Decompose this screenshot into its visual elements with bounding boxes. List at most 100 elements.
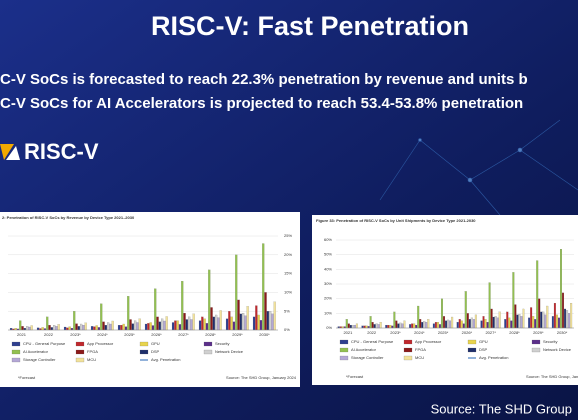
bar bbox=[425, 322, 428, 329]
bar bbox=[385, 324, 388, 329]
bar bbox=[185, 319, 188, 331]
bar bbox=[508, 317, 511, 329]
legend-swatch bbox=[11, 341, 21, 347]
bar bbox=[158, 321, 161, 331]
bar bbox=[23, 328, 26, 331]
bar bbox=[369, 316, 372, 329]
bar bbox=[445, 320, 448, 329]
legend-swatch bbox=[403, 339, 413, 345]
bar bbox=[468, 319, 471, 329]
charts: 2: Penetration of RISC-V SoCs by Revenue… bbox=[2, 215, 578, 380]
bar bbox=[557, 317, 560, 329]
bar bbox=[365, 325, 368, 329]
x-tick-label: 2025* bbox=[438, 330, 449, 335]
bar bbox=[536, 260, 539, 329]
bar bbox=[48, 325, 51, 331]
bar bbox=[492, 316, 495, 329]
legend-label: Storage Controller bbox=[23, 357, 56, 362]
bar bbox=[534, 319, 537, 329]
figure-source: Source: The SHD Group, January 2024 bbox=[226, 375, 297, 380]
bar bbox=[255, 305, 258, 331]
legend-swatch bbox=[467, 339, 477, 345]
bar bbox=[347, 323, 350, 329]
bar bbox=[77, 326, 80, 331]
legend-label: App Processor bbox=[415, 339, 442, 344]
bar bbox=[210, 307, 213, 331]
y-tick-label: 0% bbox=[284, 327, 290, 332]
bar bbox=[161, 318, 164, 331]
bar bbox=[417, 305, 420, 329]
bar bbox=[538, 298, 541, 329]
bar bbox=[80, 323, 83, 331]
legend-label: GPU bbox=[479, 339, 488, 344]
legend-swatch bbox=[339, 355, 349, 361]
bar bbox=[134, 320, 137, 331]
bar bbox=[163, 320, 166, 331]
bar bbox=[203, 318, 206, 331]
bar bbox=[190, 319, 193, 331]
bar bbox=[387, 324, 390, 329]
bar bbox=[208, 269, 211, 331]
bar bbox=[63, 326, 67, 331]
bar bbox=[544, 314, 547, 329]
bar bbox=[271, 313, 274, 331]
bar bbox=[553, 302, 556, 329]
bar bbox=[456, 322, 459, 329]
bar bbox=[228, 311, 231, 331]
x-tick-label: 2029* bbox=[533, 330, 544, 335]
bar bbox=[443, 316, 445, 329]
bar bbox=[30, 325, 33, 331]
bar bbox=[353, 324, 356, 329]
bar bbox=[68, 326, 71, 331]
bar bbox=[205, 323, 209, 331]
bar bbox=[562, 292, 564, 329]
bar bbox=[109, 323, 112, 331]
bar bbox=[389, 324, 392, 329]
legend-label: Security bbox=[215, 341, 229, 346]
x-tick-label: 2021 bbox=[17, 332, 27, 337]
legend-swatch bbox=[203, 341, 213, 347]
bar bbox=[423, 321, 426, 329]
bar bbox=[484, 319, 487, 329]
bar bbox=[131, 323, 134, 331]
bar bbox=[156, 316, 159, 331]
bar bbox=[564, 308, 567, 329]
bar bbox=[504, 319, 507, 329]
bar bbox=[510, 320, 513, 329]
bar bbox=[165, 316, 168, 331]
bar bbox=[520, 316, 523, 329]
x-tick-label: 2023* bbox=[70, 332, 81, 337]
bar bbox=[363, 325, 366, 329]
bullet: C-V SoCs for AI Accelerators is projecte… bbox=[0, 95, 523, 112]
bar bbox=[262, 243, 265, 331]
bar bbox=[242, 313, 245, 331]
legend-label: FPGA bbox=[415, 347, 426, 352]
bar bbox=[490, 308, 493, 329]
bar bbox=[568, 313, 571, 329]
bar bbox=[75, 323, 78, 331]
x-tick-label: 2030* bbox=[259, 332, 270, 337]
bar bbox=[355, 323, 358, 329]
legend-swatch bbox=[403, 347, 413, 353]
bar bbox=[215, 314, 218, 331]
bar bbox=[427, 319, 430, 329]
legend-label: Avg. Penetration bbox=[479, 355, 509, 360]
bar bbox=[518, 313, 521, 329]
bar bbox=[171, 322, 175, 331]
bar bbox=[55, 326, 58, 331]
bar bbox=[506, 311, 509, 329]
x-tick-label: 2024* bbox=[414, 330, 425, 335]
bar bbox=[198, 320, 202, 331]
bar bbox=[349, 324, 352, 329]
bar bbox=[102, 321, 105, 331]
legend-label: Network Device bbox=[215, 349, 244, 354]
x-tick-label: 2030* bbox=[557, 330, 568, 335]
bar bbox=[395, 320, 398, 329]
bar bbox=[232, 321, 236, 331]
logo-icon bbox=[6, 146, 20, 160]
x-tick-label: 2029* bbox=[232, 332, 243, 337]
bar bbox=[257, 314, 260, 331]
legend-swatch bbox=[75, 349, 85, 355]
bar bbox=[391, 325, 394, 329]
